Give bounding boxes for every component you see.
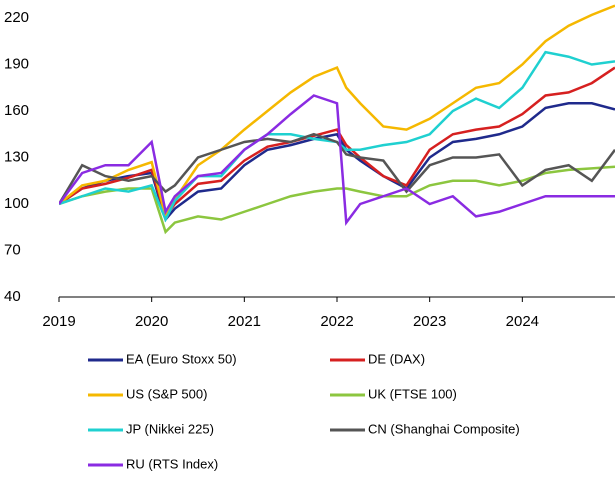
series-line xyxy=(59,66,615,220)
y-tick-label: 40 xyxy=(4,288,21,305)
x-tick-label: 2020 xyxy=(135,313,168,330)
legend-label: CN (Shanghai Composite) xyxy=(368,421,520,436)
x-tick-label: 2019 xyxy=(42,313,75,330)
series-line xyxy=(59,165,615,235)
legend-label: UK (FTSE 100) xyxy=(368,386,457,401)
legend-label: RU (RTS Index) xyxy=(126,456,218,471)
legend-label: DE (DAX) xyxy=(368,351,425,366)
legend-label: EA (Euro Stoxx 50) xyxy=(126,351,237,366)
x-tick-label: 2023 xyxy=(413,313,446,330)
x-tick-label: 2021 xyxy=(228,313,261,330)
y-tick-label: 160 xyxy=(4,102,29,119)
x-tick-label: 2022 xyxy=(320,313,353,330)
y-tick-label: 130 xyxy=(4,148,29,165)
series-line xyxy=(59,132,615,205)
y-tick-label: 220 xyxy=(4,9,29,26)
y-tick-label: 190 xyxy=(4,55,29,72)
legend-label: US (S&P 500) xyxy=(126,386,207,401)
legend-label: JP (Nikkei 225) xyxy=(126,421,214,436)
series-line xyxy=(59,94,615,227)
y-tick-label: 100 xyxy=(4,195,29,212)
x-tick-label: 2024 xyxy=(506,313,539,330)
y-tick-label: 70 xyxy=(4,241,21,258)
